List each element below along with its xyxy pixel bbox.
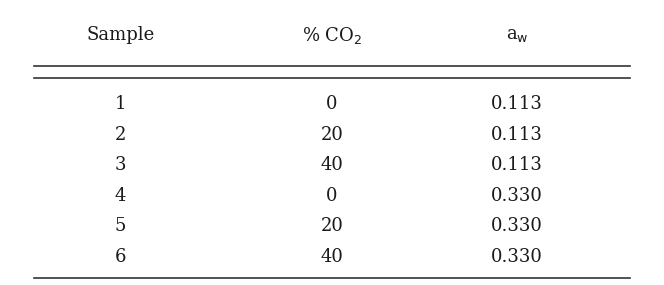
Text: 0.330: 0.330 (491, 217, 543, 235)
Text: 0.330: 0.330 (491, 187, 543, 205)
Text: 5: 5 (115, 217, 126, 235)
Text: 0.113: 0.113 (491, 95, 543, 113)
Text: % CO$_2$: % CO$_2$ (302, 25, 362, 46)
Text: Sample: Sample (86, 26, 155, 44)
Text: 20: 20 (321, 217, 343, 235)
Text: 0.330: 0.330 (491, 248, 543, 266)
Text: 0: 0 (326, 187, 338, 205)
Text: 0: 0 (326, 95, 338, 113)
Text: 4: 4 (115, 187, 126, 205)
Text: 0.113: 0.113 (491, 126, 543, 144)
Text: 40: 40 (321, 156, 343, 174)
Text: 1: 1 (115, 95, 126, 113)
Text: 2: 2 (115, 126, 126, 144)
Text: a$_\mathrm{w}$: a$_\mathrm{w}$ (506, 26, 529, 44)
Text: 6: 6 (115, 248, 126, 266)
Text: 40: 40 (321, 248, 343, 266)
Text: 0.113: 0.113 (491, 156, 543, 174)
Text: 3: 3 (115, 156, 126, 174)
Text: 20: 20 (321, 126, 343, 144)
